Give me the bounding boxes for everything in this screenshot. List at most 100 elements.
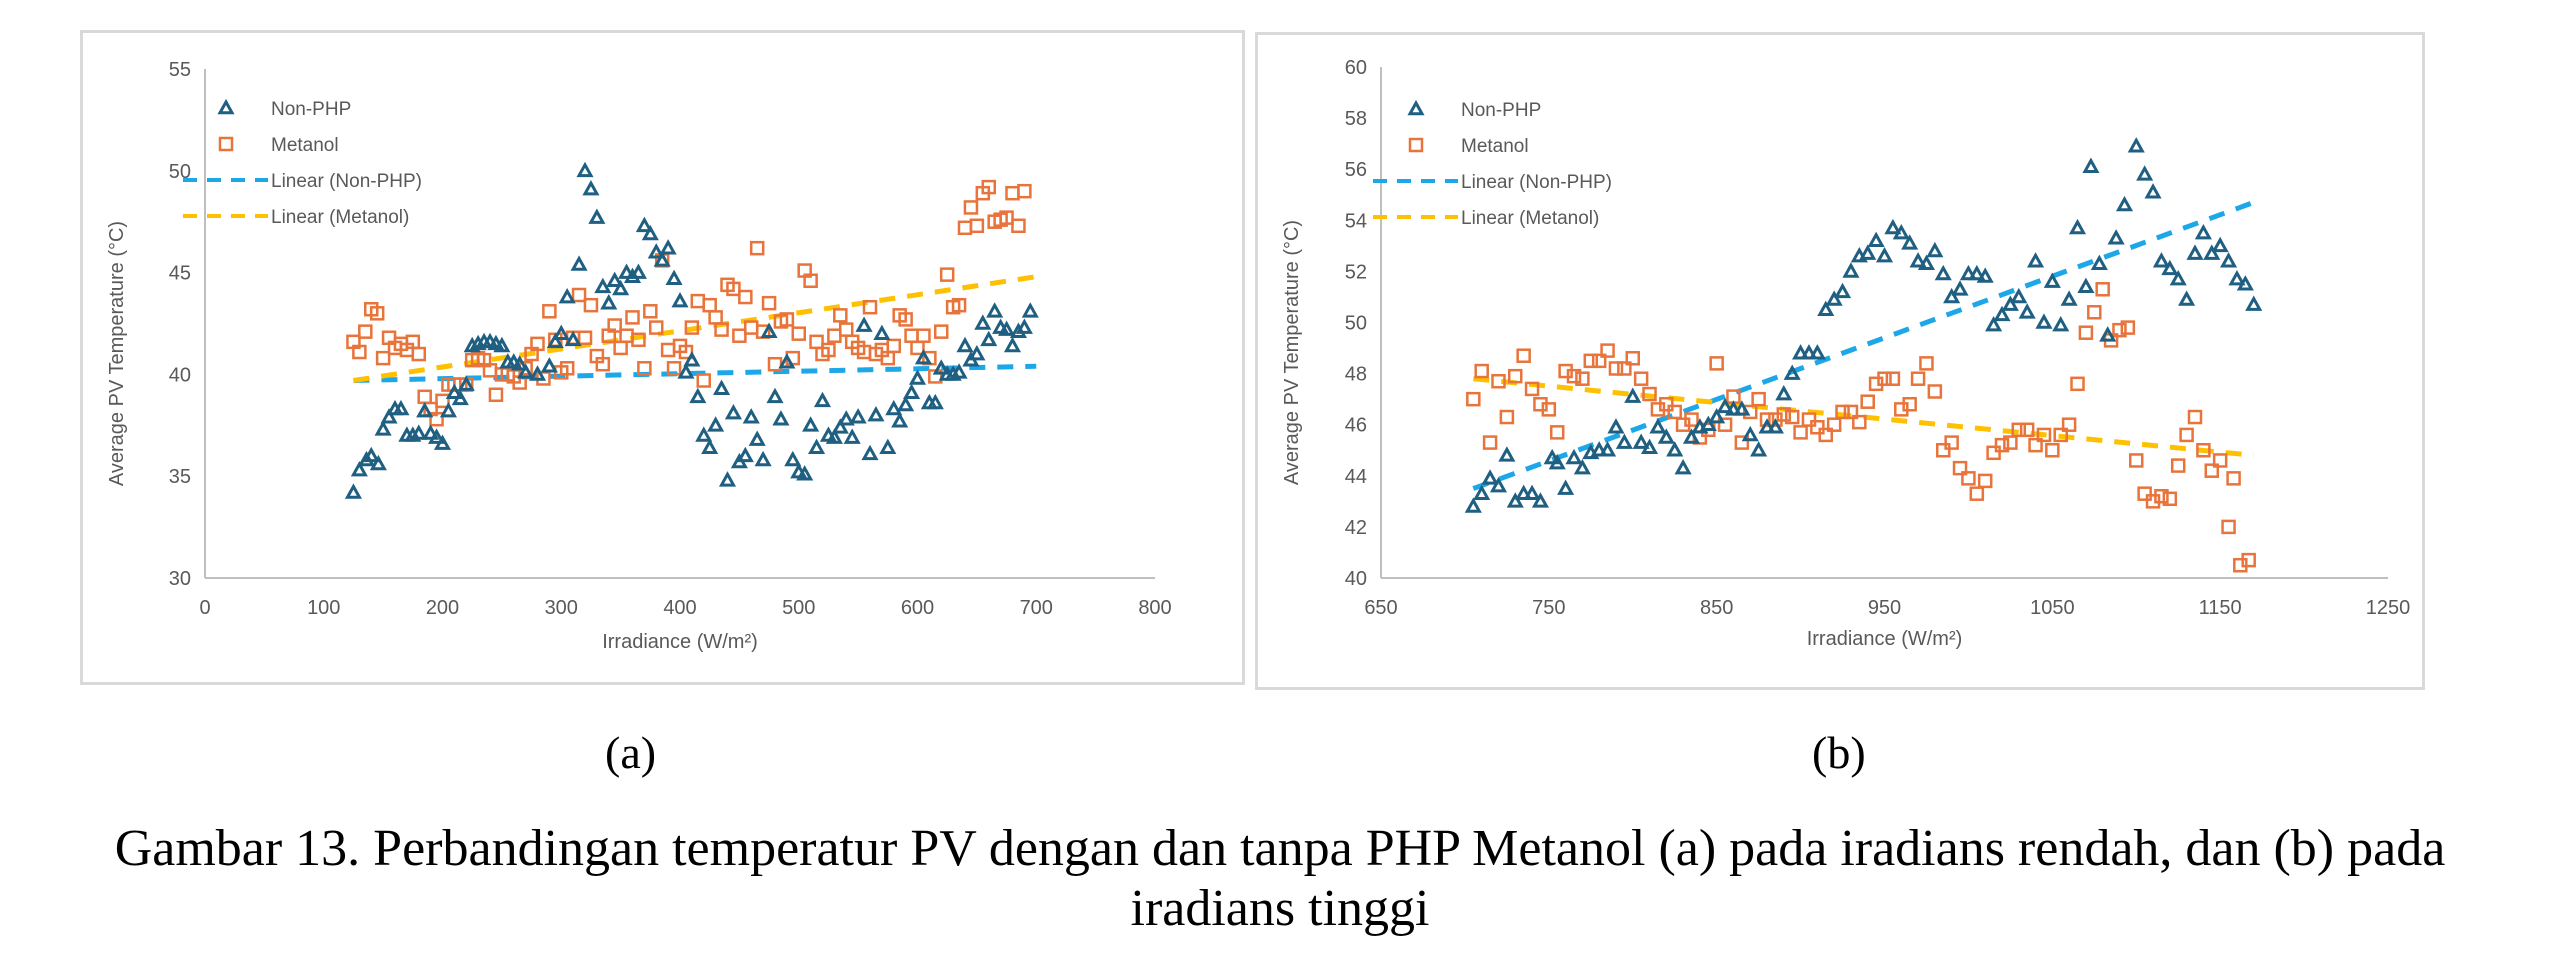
data-point-metanol <box>1852 414 1867 430</box>
data-point-non-php <box>998 320 1016 336</box>
data-point-non-php <box>1716 397 1734 414</box>
data-point-non-php <box>2203 244 2221 260</box>
chart-b-svg: 40 42 44 46 48 50 52 54 56 58 60 650 750 850 950 1050 11… <box>1281 57 2410 650</box>
data-point-metanol <box>559 361 575 376</box>
data-point-non-php <box>433 434 452 450</box>
data-point-non-php <box>540 357 558 373</box>
data-point-non-php <box>457 375 475 391</box>
data-point-metanol <box>1524 381 1540 397</box>
data-point-metanol <box>1927 384 1943 399</box>
data-point-metanol <box>637 361 652 376</box>
data-point-metanol <box>1516 348 1531 363</box>
legend-label-metanol: Metanol <box>1461 136 1529 157</box>
data-point-metanol <box>1961 471 1976 486</box>
data-point-metanol <box>1776 407 1792 422</box>
data-point-metanol <box>358 324 373 339</box>
data-point-metanol <box>2087 305 2102 320</box>
data-point-non-php <box>772 410 790 426</box>
data-point-non-php <box>926 393 944 410</box>
y-axis-title: Average PV Temperature (°C) <box>1281 220 1303 485</box>
data-point-non-php <box>855 316 873 332</box>
data-point-non-php <box>588 208 606 224</box>
data-point-metanol <box>963 200 979 215</box>
data-point-non-php <box>1021 302 1039 318</box>
data-point-metanol <box>690 293 706 309</box>
data-point-metanol <box>666 361 682 376</box>
data-point-non-php <box>2052 315 2070 332</box>
x-tick-label: 400 <box>663 597 696 619</box>
data-point-non-php <box>2127 137 2145 153</box>
data-point-non-php <box>2228 269 2246 286</box>
y-tick-label: 55 <box>169 59 191 81</box>
data-point-non-php <box>558 287 576 304</box>
figure-caption-line-1: Gambar 13. Perbandingan temperatur PV de… <box>114 820 2446 877</box>
data-point-metanol <box>369 306 385 321</box>
x-tick-label: 1150 <box>2199 597 2242 619</box>
data-point-non-php <box>1917 254 1936 271</box>
data-point-non-php <box>689 387 707 404</box>
data-point-non-php <box>2236 275 2254 291</box>
data-point-metanol <box>904 328 919 343</box>
data-point-non-php <box>813 391 832 408</box>
data-point-non-php <box>808 438 826 454</box>
data-point-non-php <box>1523 484 1541 500</box>
data-point-metanol <box>732 328 747 343</box>
data-point-non-php <box>1985 315 2003 332</box>
data-point-non-php <box>600 294 618 310</box>
data-point-non-php <box>576 161 594 178</box>
data-point-non-php <box>422 424 440 440</box>
data-point-metanol <box>1801 412 1817 427</box>
data-point-non-php <box>1724 400 1742 416</box>
data-point-non-php <box>754 450 772 467</box>
data-point-non-php <box>1607 418 1625 434</box>
data-point-metanol <box>2061 417 2077 432</box>
data-point-metanol <box>1011 218 1026 234</box>
data-point-non-php <box>1959 264 1977 281</box>
data-point-metanol <box>2129 453 2144 468</box>
data-point-non-php <box>1926 241 1944 258</box>
data-point-non-php <box>1640 438 1659 454</box>
data-point-metanol <box>749 240 765 256</box>
data-point-non-php <box>1481 469 1499 485</box>
data-point-non-php <box>742 408 760 424</box>
data-point-metanol <box>2221 519 2236 535</box>
x-tick-label: 200 <box>426 597 459 619</box>
data-point-metanol <box>649 320 664 335</box>
data-point-metanol <box>1902 397 1917 412</box>
data-point-non-php <box>1901 234 1919 250</box>
data-point-metanol <box>2036 427 2052 443</box>
data-point-non-php <box>1649 418 1667 434</box>
data-point-non-php <box>641 224 659 241</box>
data-point-non-php <box>825 428 843 444</box>
data-point-metanol <box>613 340 628 356</box>
data-point-non-php <box>1565 448 1583 465</box>
data-point-metanol <box>643 304 658 319</box>
data-point-metanol <box>2095 282 2110 297</box>
data-point-non-php <box>1867 231 1885 248</box>
data-point-metanol <box>2137 486 2152 501</box>
data-point-non-php <box>1489 476 1508 493</box>
data-point-non-php <box>1682 428 1701 444</box>
data-point-metanol <box>1810 420 1825 435</box>
data-point-non-php <box>1934 264 1952 281</box>
data-point-metanol <box>696 373 711 388</box>
data-point-non-php <box>564 330 582 347</box>
legend-marker-non-php <box>217 98 235 115</box>
data-point-non-php <box>2211 236 2229 253</box>
data-point-non-php <box>2010 287 2028 304</box>
data-point-metanol <box>839 322 854 337</box>
data-point-metanol <box>1482 435 1498 450</box>
data-point-non-php <box>374 420 392 436</box>
data-point-non-php <box>546 332 564 349</box>
data-point-non-php <box>2077 277 2095 294</box>
data-point-metanol <box>488 387 504 403</box>
data-point-metanol <box>999 210 1014 225</box>
data-point-metanol <box>1885 371 1901 386</box>
data-point-metanol <box>607 318 622 333</box>
data-point-non-php <box>2161 259 2179 276</box>
data-point-metanol <box>1474 363 1489 379</box>
data-point-metanol <box>862 299 878 315</box>
data-point-metanol <box>951 297 967 313</box>
data-point-metanol <box>1508 368 1523 384</box>
data-point-metanol <box>2070 376 2085 392</box>
